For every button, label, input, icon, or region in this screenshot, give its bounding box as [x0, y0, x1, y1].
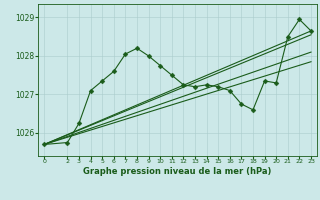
X-axis label: Graphe pression niveau de la mer (hPa): Graphe pression niveau de la mer (hPa) — [84, 167, 272, 176]
